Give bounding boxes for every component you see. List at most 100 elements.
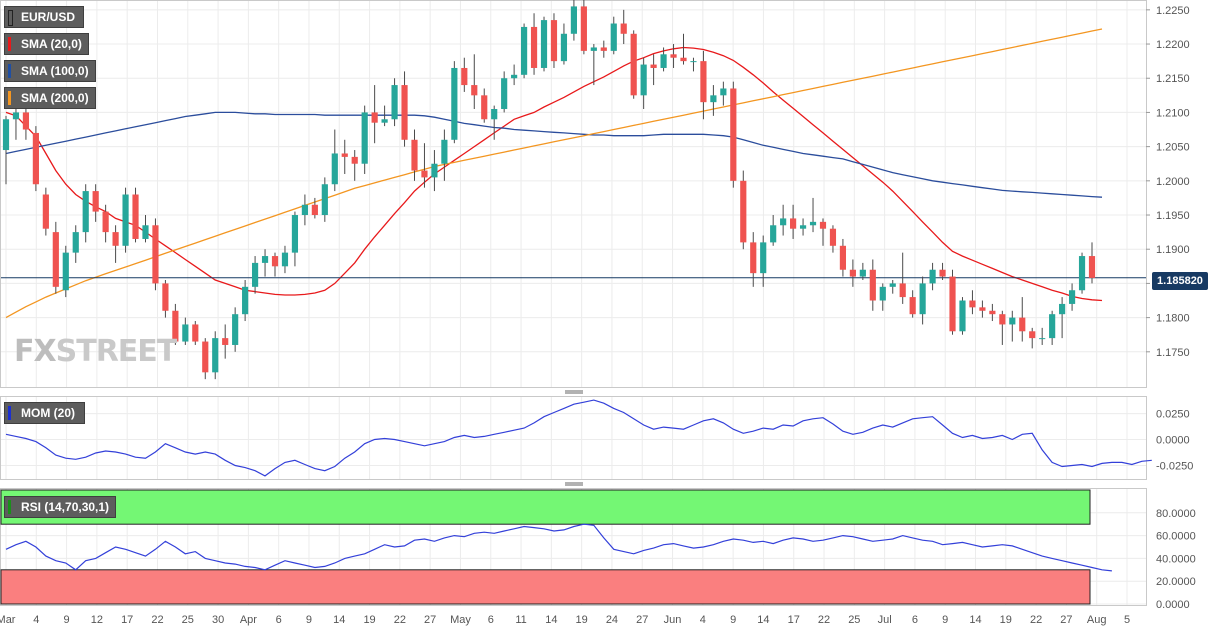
candle-body [321, 184, 328, 216]
candle-body [491, 109, 498, 120]
candle-body [341, 153, 348, 157]
legend-sma200[interactable]: SMA (200,0) [4, 87, 96, 109]
candle-body [839, 245, 847, 270]
x-tick-label: Jul [878, 614, 892, 626]
x-tick-label: 5 [1124, 614, 1130, 626]
candle-body [62, 252, 69, 291]
candle-body [540, 20, 548, 68]
candle-body [162, 283, 169, 311]
rsi-y-tick-label: 40.0000 [1156, 553, 1196, 565]
x-tick-label: 14 [545, 614, 557, 626]
candle-body [1059, 303, 1066, 315]
legend-sma100[interactable]: SMA (100,0) [4, 60, 96, 82]
moving-averages [1, 28, 1146, 319]
y-tick-label: 1.2000 [1156, 176, 1190, 188]
candle-body [461, 67, 468, 86]
candle-body [202, 341, 209, 373]
candle-body [790, 218, 797, 229]
legend-mom[interactable]: MOM (20) [4, 402, 85, 424]
candle-body [630, 33, 637, 96]
candle-body [710, 95, 717, 103]
candle-body [730, 88, 737, 181]
mom-y-tick-label: 0.0000 [1156, 435, 1190, 447]
candles [2, 0, 1096, 380]
y-tick-label: 1.2150 [1156, 73, 1190, 85]
x-tick-label: 19 [576, 614, 588, 626]
candle-body [271, 256, 279, 267]
x-tick-label: 30 [212, 614, 224, 626]
legend-rsi[interactable]: RSI (14,70,30,1) [4, 496, 116, 518]
candle-body [42, 194, 49, 229]
candle-body [391, 85, 398, 120]
candle-body [32, 132, 39, 185]
x-tick-label: 9 [64, 614, 70, 626]
rsi-zones [0, 489, 1091, 605]
candle-body [2, 119, 10, 151]
x-tick-label: Mar [0, 614, 16, 626]
legend-mom-swatch [8, 406, 11, 420]
x-tick-label: 12 [91, 614, 103, 626]
candle-body [301, 204, 308, 216]
panel-splitter-bottom[interactable] [565, 482, 583, 486]
candle-body [879, 286, 886, 301]
candle-body [600, 47, 607, 51]
x-tick-label: 17 [788, 614, 800, 626]
rsi-line [5, 523, 1112, 572]
fxstreet-watermark: FXSTREET [14, 334, 177, 369]
candle-body [511, 74, 518, 79]
candle-body [421, 170, 428, 178]
candle-body [829, 228, 837, 246]
candle-body [22, 112, 30, 130]
sma-line [5, 46, 1103, 302]
x-tick-label: 14 [757, 614, 769, 626]
rsi-y-tick-label: 20.0000 [1156, 576, 1196, 588]
candle-body [12, 112, 20, 120]
candle-body [590, 47, 597, 51]
x-tick-label: 9 [730, 614, 736, 626]
legend-eurusd[interactable]: EUR/USD [4, 6, 84, 28]
candle-body [999, 314, 1006, 325]
x-tick-label: 4 [33, 614, 39, 626]
rsi-oversold-zone [0, 569, 1091, 605]
legend-sma20-label: SMA (20,0) [21, 37, 82, 51]
x-tick-label: 27 [424, 614, 436, 626]
x-tick-label: 14 [969, 614, 981, 626]
x-tick-label: Jun [664, 614, 682, 626]
x-tick-label: 6 [488, 614, 494, 626]
x-tick-label: Aug [1087, 614, 1107, 626]
candle-body [521, 26, 528, 75]
panel-splitter-top[interactable] [565, 390, 583, 394]
y-tick-label: 1.1900 [1156, 244, 1190, 256]
candle-body [670, 54, 677, 58]
candle-body [620, 23, 627, 34]
x-tick-label: 19 [1000, 614, 1012, 626]
x-tick-label: 9 [306, 614, 312, 626]
candle-body [1009, 317, 1016, 325]
candle-body [72, 232, 79, 253]
mom-panel-frame [0, 396, 1147, 480]
rsi-overbought-zone [0, 489, 1091, 525]
candle-body [809, 221, 817, 226]
x-tick-label: 27 [636, 614, 648, 626]
candle-body [471, 85, 478, 96]
candle-body [610, 23, 617, 51]
candle-body [172, 310, 179, 342]
candle-body [192, 324, 199, 342]
candle-body [530, 26, 538, 68]
candle-body [770, 225, 777, 243]
x-axis-ticks: Mar 4 9 12 17 22 25 30 Apr 6 9 14 19 22 27 May 6 11 14 19 24… [0, 614, 1130, 626]
legend-sma20[interactable]: SMA (20,0) [4, 33, 89, 55]
candle-body [740, 180, 747, 243]
candle-body [381, 119, 388, 123]
candle-body [919, 283, 926, 315]
candle-body [819, 221, 827, 229]
legend-rsi-label: RSI (14,70,30,1) [21, 500, 110, 514]
y-tick-label: 1.2200 [1156, 39, 1190, 51]
candle-body [501, 78, 508, 110]
candle-body [52, 232, 59, 287]
candle-body [222, 338, 229, 345]
y-tick-label: 1.1750 [1156, 347, 1190, 359]
y-tick-label: 1.2250 [1156, 5, 1190, 17]
candle-body [1068, 290, 1076, 304]
